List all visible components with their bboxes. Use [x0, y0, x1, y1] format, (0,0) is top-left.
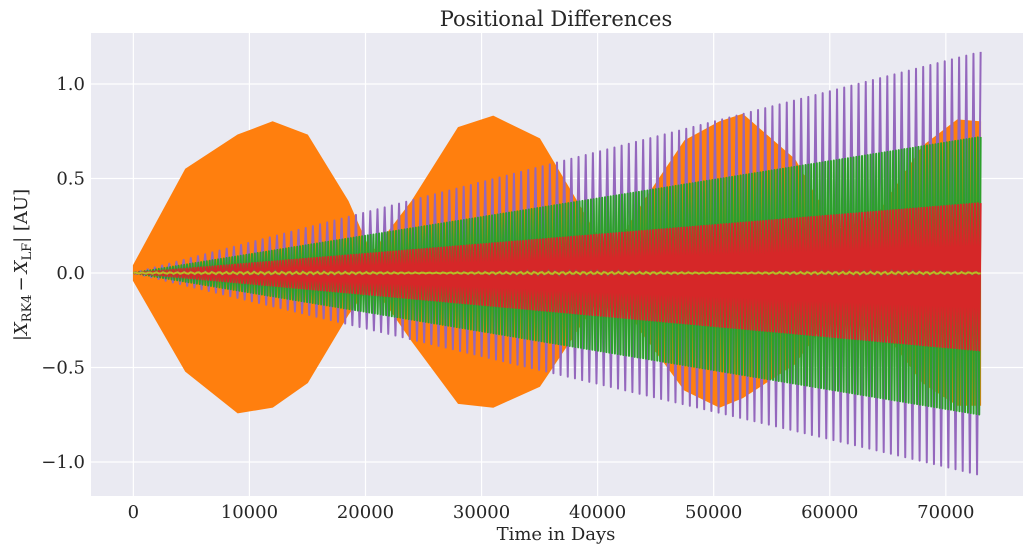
x-tick-label: 50000	[685, 502, 742, 523]
y-tick-label: −1.0	[41, 452, 85, 473]
series-5-line	[133, 270, 981, 276]
y-tick-label: 0.5	[56, 169, 85, 190]
series-3-line	[133, 202, 982, 352]
x-tick-label: 70000	[917, 502, 974, 523]
x-tick-label: 30000	[453, 502, 510, 523]
tick-labels: 0 10000 20000 30000 40000 50000 60000 70000 −1.0…	[41, 74, 974, 523]
chart-title: Positional Differences	[440, 7, 673, 31]
x-tick-label: 20000	[337, 502, 394, 523]
x-tick-label: 10000	[221, 502, 278, 523]
series-layer	[132, 51, 982, 476]
y-tick-label: −0.5	[41, 357, 85, 378]
y-axis-label: |XRK4−XLF| [AU]	[11, 189, 35, 341]
series-2-line	[133, 136, 982, 416]
x-tick-label: 0	[128, 502, 139, 523]
y-tick-label: 1.0	[56, 74, 85, 95]
x-tick-label: 40000	[569, 502, 626, 523]
y-tick-label: 0.0	[56, 263, 85, 284]
x-axis-label: Time in Days	[497, 524, 616, 545]
x-tick-label: 60000	[801, 502, 858, 523]
